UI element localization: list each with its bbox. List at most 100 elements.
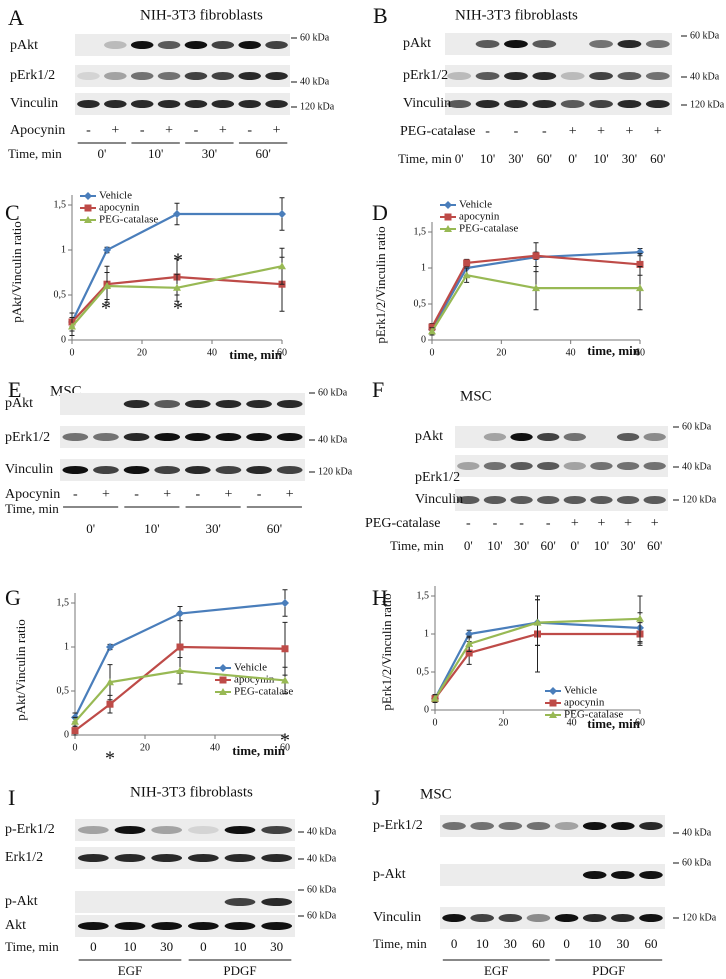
row-label: pAkt — [10, 38, 38, 53]
x-tick-label: 0 — [430, 347, 435, 358]
time-value: 10 — [476, 936, 489, 951]
panel-letter: D — [372, 200, 388, 225]
time-value: 0' — [570, 538, 579, 553]
blot-title: MSC — [420, 786, 452, 802]
band — [104, 100, 127, 108]
treatment-label: PEG-catalase — [400, 124, 475, 139]
significance-mark: * — [101, 298, 111, 320]
band — [616, 462, 640, 470]
blot-strip — [445, 33, 672, 55]
series-line — [434, 632, 640, 700]
band — [187, 854, 219, 862]
row-label: Vinculin — [403, 96, 451, 111]
time-value: 0' — [86, 521, 95, 536]
time-value: 0 — [563, 936, 570, 951]
data-point — [173, 210, 181, 218]
panel-letter: I — [8, 785, 15, 810]
treatment-sign: - — [519, 516, 524, 531]
time-value: 10' — [487, 538, 502, 553]
group-label: EGF — [118, 963, 143, 978]
band — [563, 462, 586, 470]
size-marker: 60 kDa — [300, 32, 330, 43]
x-tick-label: 60 — [280, 742, 290, 753]
treatment-sign: + — [224, 487, 232, 502]
band — [643, 433, 666, 441]
legend-marker — [219, 688, 227, 695]
blot-strip — [75, 93, 290, 115]
row-label: Vinculin — [5, 462, 53, 477]
data-point — [636, 614, 644, 622]
time-value: 30' — [205, 521, 220, 536]
x-tick-label: 20 — [140, 742, 150, 753]
size-marker: 120 kDa — [682, 912, 717, 923]
time-value: 30 — [616, 936, 629, 951]
data-point — [532, 252, 540, 260]
time-value: 30 — [504, 936, 517, 951]
time-value: 60' — [537, 151, 552, 166]
row-label: Erk1/2 — [5, 850, 43, 865]
band — [639, 871, 663, 879]
time-value: 10' — [593, 151, 608, 166]
band — [184, 433, 211, 441]
size-marker: 40 kDa — [300, 76, 330, 87]
blot-strip — [75, 819, 295, 841]
band — [62, 466, 89, 474]
time-value: 0' — [568, 151, 577, 166]
band — [510, 496, 533, 504]
band — [130, 41, 154, 49]
time-value: 10' — [594, 538, 609, 553]
band — [114, 922, 146, 930]
series-line — [431, 254, 641, 328]
band — [483, 433, 507, 441]
band — [154, 466, 181, 474]
band — [639, 914, 663, 922]
series-line — [74, 669, 286, 723]
band — [187, 922, 219, 930]
significance-mark: * — [173, 298, 183, 320]
blot-strip — [75, 34, 290, 56]
legend-marker — [84, 216, 92, 223]
data-point — [106, 678, 114, 686]
band — [498, 914, 523, 922]
legend-label: apocynin — [99, 202, 140, 214]
treatment-sign: + — [624, 516, 632, 531]
panel-letter: B — [373, 3, 388, 28]
band — [77, 72, 100, 80]
time-value: 0 — [200, 939, 207, 954]
data-point — [465, 639, 474, 647]
band — [617, 72, 642, 80]
treatment-sign: + — [597, 516, 605, 531]
band — [526, 914, 551, 922]
size-marker: 120 kDa — [318, 466, 353, 477]
band — [77, 854, 109, 862]
band — [475, 100, 500, 108]
significance-mark: * — [280, 730, 290, 752]
data-point — [103, 246, 111, 254]
time-label: Time, min — [398, 151, 452, 166]
legend-label: Vehicle — [459, 199, 492, 211]
panel-letter: C — [5, 200, 20, 225]
panel-letter: J — [372, 785, 381, 810]
time-value: 10' — [148, 146, 163, 161]
band — [643, 462, 666, 470]
panel-letter: H — [372, 585, 388, 610]
panel-letter: A — [8, 5, 24, 30]
band — [526, 822, 551, 830]
band — [114, 854, 146, 862]
legend-label: Vehicle — [99, 190, 132, 202]
size-marker: 60 kDa — [682, 857, 712, 868]
data-point — [532, 284, 540, 292]
band — [77, 922, 109, 930]
band — [532, 72, 557, 80]
x-axis-label: time, min — [229, 347, 282, 362]
band — [77, 100, 100, 108]
significance-mark: * — [105, 748, 115, 770]
x-tick-label: 40 — [566, 347, 576, 358]
y-axis-label: pErk1/2/Vinculin ratio — [373, 226, 388, 343]
band — [184, 466, 211, 474]
y-tick-label: 0 — [424, 704, 429, 715]
size-marker: 40 kDa — [682, 461, 712, 472]
band — [475, 40, 500, 48]
data-point — [176, 609, 184, 618]
